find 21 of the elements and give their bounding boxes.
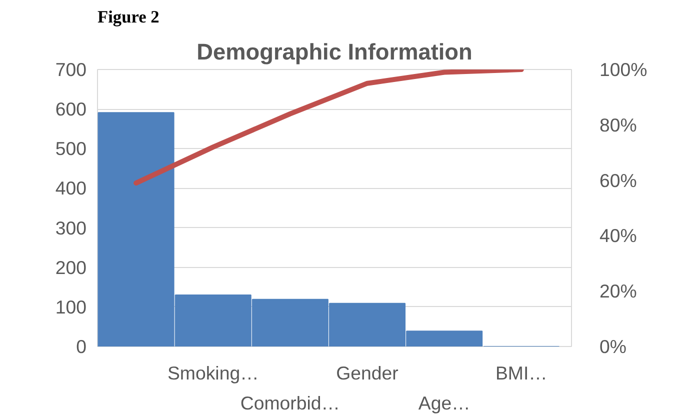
y-tick-label: 700 (55, 59, 87, 80)
x-tick-label: Smoking… (167, 362, 259, 384)
x-tick-label: Comorbid… (240, 392, 340, 414)
y2-tick-label: 60% (600, 170, 637, 191)
y2-tick-label: 80% (600, 114, 637, 136)
x-tick-label: Gender (336, 362, 398, 384)
caption: Figure 2 (98, 8, 160, 26)
y-tick-label: 100 (55, 296, 87, 318)
y2-tick-label: 20% (600, 280, 637, 302)
y2-tick-label: 0% (600, 336, 626, 357)
y-tick-label: 400 (55, 178, 87, 199)
x-tick-label: BMI… (495, 362, 548, 384)
y-tick-label: 300 (55, 217, 87, 238)
y2-tick-label: 40% (600, 225, 637, 246)
x-tick-label: Age… (418, 392, 470, 414)
y-tick-label: 500 (55, 138, 87, 160)
y-tick-label: 200 (55, 256, 87, 278)
chart-title: Demographic Information (196, 38, 472, 64)
y2-tick-label: 100% (600, 59, 648, 80)
y-tick-label: 600 (55, 98, 87, 120)
y-tick-label: 0 (76, 336, 87, 357)
